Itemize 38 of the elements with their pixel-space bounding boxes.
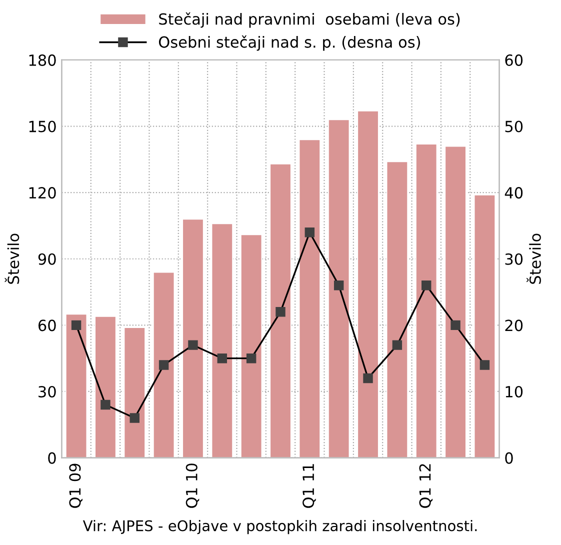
- bar: [124, 326, 146, 458]
- bar: [386, 161, 408, 458]
- bar: [298, 138, 321, 458]
- y-axis-title: Število: [4, 234, 20, 284]
- bar: [415, 143, 438, 458]
- x-tick-label: Q1 11: [302, 464, 316, 508]
- bar: [328, 119, 350, 458]
- x-tick-label: Q1 12: [419, 464, 433, 508]
- x-tick-label: Q1 09: [69, 464, 82, 508]
- x-tick-label: Q1 10: [186, 464, 200, 508]
- bar: [211, 222, 234, 458]
- y2-tick-label: 10: [506, 386, 523, 398]
- y2-tick-label: 50: [505, 120, 523, 132]
- bar: [240, 234, 262, 458]
- legend-label: Osebni stečaji nad s. p. (desna os): [158, 35, 420, 51]
- y-tick-label: 60: [38, 320, 56, 332]
- y2-tick-label: 40: [504, 187, 523, 199]
- bar: [356, 110, 380, 458]
- bar: [94, 316, 117, 458]
- y2-tick-label: 60: [505, 54, 523, 66]
- bar: [182, 218, 204, 458]
- legend-label: Stečaji nad pravnimi osebami (leva os): [159, 12, 460, 28]
- bar: [269, 163, 292, 458]
- bar: [65, 314, 88, 458]
- y2-tick-label: 0: [505, 452, 513, 464]
- y-tick-label: 30: [38, 386, 56, 398]
- bar: [474, 194, 496, 458]
- y-tick-label: 120: [29, 187, 56, 199]
- y-tick-label: 0: [48, 452, 56, 464]
- bar: [152, 272, 175, 458]
- y2-axis-title: Število: [526, 234, 541, 284]
- y-tick-label: 90: [38, 253, 56, 265]
- y2-tick-label: 20: [505, 320, 523, 332]
- bar: [444, 146, 467, 458]
- y-tick-label: 150: [29, 120, 56, 132]
- y2-tick-label: 30: [505, 253, 523, 265]
- text: Vir: AJPES - eObjave v postopkih zaradi insolventnosti.: [82, 520, 477, 534]
- y-tick-label: 180: [29, 54, 56, 66]
